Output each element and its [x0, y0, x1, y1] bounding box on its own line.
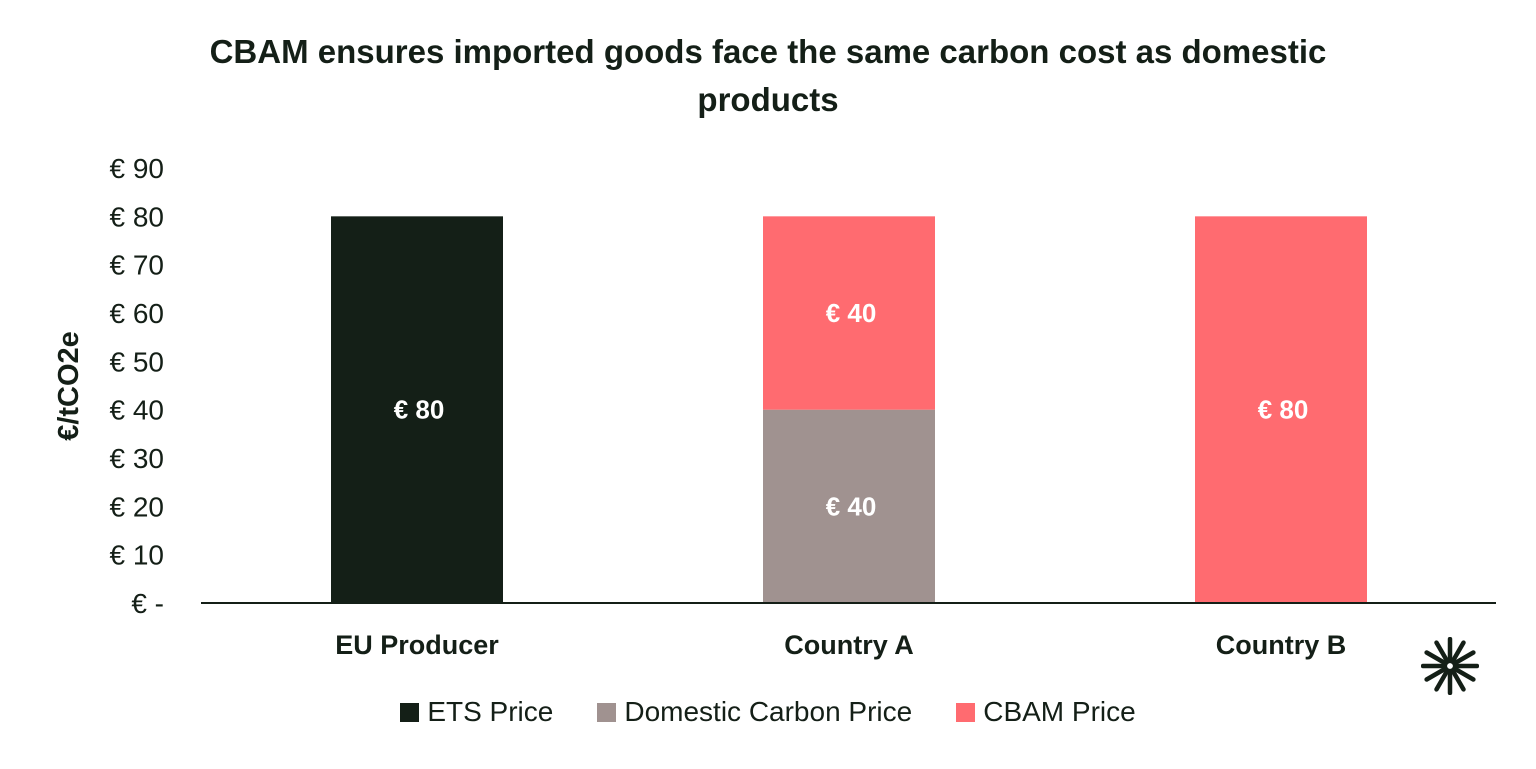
legend-item: CBAM Price — [956, 696, 1136, 728]
legend-swatch — [956, 702, 976, 722]
data-label: € 80 — [1258, 395, 1309, 425]
legend-label: CBAM Price — [983, 696, 1136, 727]
y-tick-label: € 80 — [110, 201, 165, 232]
y-tick-label: € 70 — [110, 250, 165, 281]
legend-item: Domestic Carbon Price — [597, 696, 912, 728]
y-tick-label: € 90 — [110, 153, 165, 184]
bar-segment-cbam-price — [1195, 216, 1367, 604]
legend-label: ETS Price — [427, 696, 554, 727]
y-tick-label: € 40 — [110, 395, 165, 426]
y-axis-ticks: € - € 10 € 20 € 30 € 40 € 50 € 60 € 70 € 80 € 90 — [110, 153, 165, 619]
chart-title: CBAM ensures imported goods face the sam… — [209, 33, 1327, 118]
legend-swatch — [400, 702, 420, 722]
bar-segment-ets-price — [331, 216, 503, 604]
x-category-label: EU Producer — [335, 630, 499, 660]
y-tick-label: € - — [131, 588, 164, 619]
legend: ETS Price Domestic Carbon Price CBAM Price — [0, 696, 1536, 728]
y-tick-label: € 20 — [110, 491, 165, 522]
y-tick-label: € 10 — [110, 540, 165, 571]
legend-item: ETS Price — [400, 696, 553, 728]
bars-group: € 80 € 40 € 40 € 80 — [331, 216, 1367, 604]
y-tick-label: € 60 — [110, 298, 165, 329]
asterisk-burst-logo-icon — [1421, 637, 1479, 695]
data-label: € 40 — [826, 298, 877, 328]
y-axis-title: €/tCO2e — [53, 331, 85, 441]
legend-label: Domestic Carbon Price — [624, 696, 913, 727]
bar-segment-cbam-price — [763, 216, 935, 410]
y-tick-label: € 50 — [110, 346, 165, 377]
x-category-label: Country A — [784, 630, 914, 660]
data-label: € 40 — [826, 491, 877, 521]
bar-segment-domestic-carbon-price — [763, 409, 935, 603]
legend-swatch — [597, 702, 617, 722]
category-labels: EU Producer Country A Country B — [335, 630, 1346, 660]
data-label: € 80 — [394, 395, 445, 425]
x-category-label: Country B — [1216, 630, 1347, 660]
y-tick-label: € 30 — [110, 443, 165, 474]
